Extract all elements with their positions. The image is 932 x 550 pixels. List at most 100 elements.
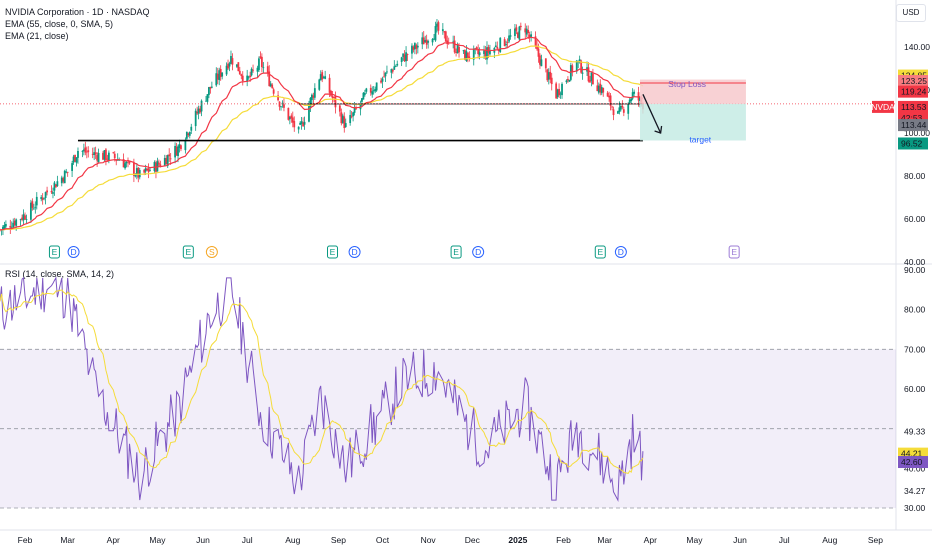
candle-body xyxy=(31,201,34,208)
candle-body xyxy=(350,116,353,118)
candle-body xyxy=(344,123,347,128)
candle-body xyxy=(322,77,325,78)
tag-target-bg xyxy=(898,137,928,150)
candle-body xyxy=(75,157,78,163)
candle-body xyxy=(596,85,599,92)
price-tick-label: 40.00 xyxy=(904,257,926,267)
rsi-tick-label: 40.00 xyxy=(904,463,926,473)
rsi-tick-label: 49.33 xyxy=(904,426,926,436)
candle-body xyxy=(291,117,294,123)
earnings-marker-letter: E xyxy=(597,247,603,257)
candle-body xyxy=(431,38,434,43)
candle-body xyxy=(115,160,118,162)
candle-body xyxy=(178,144,181,148)
rsi-tick-label: 80.00 xyxy=(904,305,926,315)
earnings-marker-letter: E xyxy=(330,247,336,257)
candle-body xyxy=(556,89,559,97)
candle-body xyxy=(209,86,212,89)
candle-body xyxy=(567,78,569,81)
candle-body xyxy=(268,71,271,87)
candle-body xyxy=(416,45,419,48)
candle-body xyxy=(65,171,68,173)
candle-body xyxy=(132,162,135,176)
candle-body xyxy=(464,49,466,60)
candle-body xyxy=(333,97,335,98)
candle-body xyxy=(565,80,568,83)
candle-body xyxy=(175,146,178,156)
candle-body xyxy=(177,146,179,157)
price-tick-label: 100.00 xyxy=(904,128,930,138)
legend-ema55: EMA (55, close, 0, SMA, 5) xyxy=(5,19,114,29)
stop-loss-label: Stop Loss xyxy=(668,79,706,89)
candle-body xyxy=(489,50,491,55)
candle-body xyxy=(619,105,622,110)
candle-body xyxy=(380,80,382,83)
candle-body xyxy=(363,92,366,95)
candle-body xyxy=(453,40,456,53)
tag-rsi-ma: 44.21 xyxy=(901,449,923,459)
ema55-line xyxy=(0,45,644,231)
candle-body xyxy=(240,74,243,76)
candle-body xyxy=(341,115,344,123)
candle-body xyxy=(465,51,468,62)
candle-body xyxy=(637,92,640,101)
candle-body xyxy=(168,154,171,157)
candle-body xyxy=(592,73,594,85)
candle-body xyxy=(353,107,356,113)
candle-body xyxy=(528,34,531,38)
candle-body xyxy=(2,226,4,230)
candle-body xyxy=(228,63,231,67)
candle-body xyxy=(546,69,549,81)
candle-body xyxy=(252,69,254,71)
dividend-marker-letter: D xyxy=(618,247,624,257)
candle-body xyxy=(55,184,57,188)
candle-body xyxy=(338,105,341,112)
time-tick-label: Mar xyxy=(60,535,75,545)
tag-target: 96.52 xyxy=(901,138,923,148)
candle-body xyxy=(375,82,378,91)
candle-body xyxy=(190,126,193,131)
candle-body xyxy=(128,161,131,164)
time-tick-label: Jun xyxy=(196,535,210,545)
candle-body xyxy=(405,52,407,62)
candle-body xyxy=(277,95,279,101)
candle-body xyxy=(527,30,530,34)
candle-body xyxy=(466,52,469,58)
candle-body xyxy=(147,168,150,173)
tag-ema55-bg xyxy=(898,119,928,132)
candle-body xyxy=(188,132,191,136)
tag-ema21: 119.24 xyxy=(901,87,927,97)
candle-body xyxy=(71,163,73,171)
candle-body xyxy=(516,32,519,38)
time-tick-label: Jul xyxy=(242,535,253,545)
tag-rsi: 42.60 xyxy=(901,457,923,467)
ticker-tag: NVDA xyxy=(871,102,895,112)
split-marker-letter: S xyxy=(209,247,215,257)
tag-rsi-bg xyxy=(898,456,928,469)
candle-body xyxy=(340,112,343,124)
candle-body xyxy=(299,122,302,125)
dividend-marker xyxy=(614,246,627,258)
candle-body xyxy=(525,28,528,35)
stop-loss-zone xyxy=(640,79,746,104)
currency-button[interactable]: USD xyxy=(896,4,926,22)
tag-entry: 123.25 xyxy=(901,76,927,86)
candle-body xyxy=(125,161,128,164)
candle-body xyxy=(165,158,168,165)
candle-body xyxy=(371,91,374,95)
candle-body xyxy=(631,92,634,99)
candle-body xyxy=(41,197,44,200)
price-tick-label: 80.00 xyxy=(904,171,926,181)
candle-body xyxy=(309,97,312,107)
candle-body xyxy=(355,108,357,110)
candle-body xyxy=(427,41,430,43)
candle-body xyxy=(50,191,53,193)
candle-body xyxy=(187,133,190,136)
candle-body xyxy=(196,111,199,114)
candle-body xyxy=(272,89,275,94)
tag-last-bg xyxy=(898,100,928,113)
candle-body xyxy=(443,31,446,33)
candle-body xyxy=(303,121,306,125)
candle-body xyxy=(578,59,581,63)
